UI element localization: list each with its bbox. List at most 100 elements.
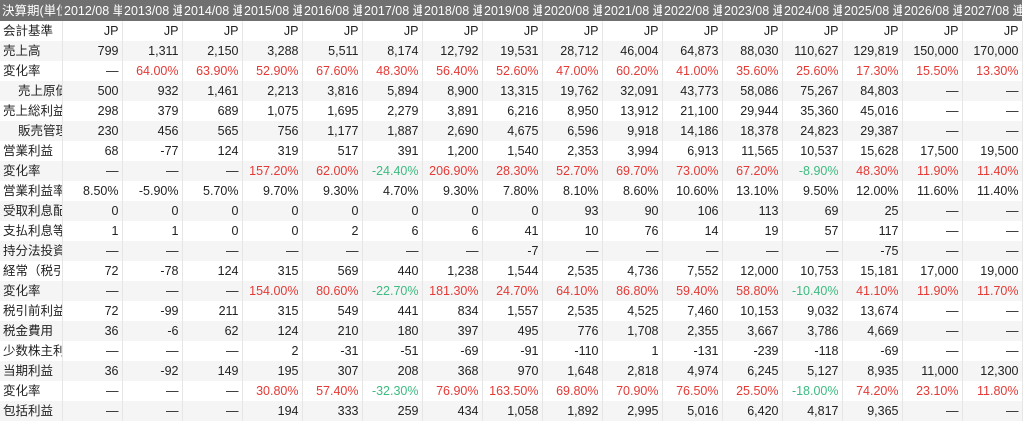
value-cell[interactable]: 315 bbox=[242, 261, 303, 281]
value-cell[interactable]: 3,288 bbox=[242, 41, 303, 61]
value-cell[interactable]: 69.80% bbox=[542, 381, 603, 401]
value-cell[interactable]: 6,420 bbox=[722, 401, 783, 421]
value-cell[interactable]: -18.00% bbox=[782, 381, 843, 401]
value-cell[interactable]: JP bbox=[542, 21, 603, 41]
value-cell[interactable]: — bbox=[902, 321, 963, 341]
value-cell[interactable]: 76 bbox=[602, 221, 663, 241]
value-cell[interactable]: 1,058 bbox=[482, 401, 543, 421]
value-cell[interactable]: 41.10% bbox=[842, 281, 903, 301]
value-cell[interactable]: — bbox=[122, 401, 183, 421]
value-cell[interactable]: 11.90% bbox=[902, 281, 963, 301]
value-cell[interactable]: 4,817 bbox=[782, 401, 843, 421]
value-cell[interactable]: 9.70% bbox=[242, 181, 303, 201]
value-cell[interactable]: 3,786 bbox=[782, 321, 843, 341]
value-cell[interactable]: 8,900 bbox=[422, 81, 483, 101]
value-cell[interactable]: 110,627 bbox=[782, 41, 843, 61]
value-cell[interactable]: 211 bbox=[182, 301, 243, 321]
value-cell[interactable]: 517 bbox=[302, 141, 363, 161]
value-cell[interactable]: 0 bbox=[62, 201, 123, 221]
value-cell[interactable]: -69 bbox=[422, 341, 483, 361]
value-cell[interactable]: 124 bbox=[182, 261, 243, 281]
value-cell[interactable]: 9,918 bbox=[602, 121, 663, 141]
value-cell[interactable]: 124 bbox=[242, 321, 303, 341]
value-cell[interactable]: 19,531 bbox=[482, 41, 543, 61]
value-cell[interactable]: 10,537 bbox=[782, 141, 843, 161]
value-cell[interactable]: — bbox=[902, 341, 963, 361]
value-cell[interactable]: 63.90% bbox=[182, 61, 243, 81]
value-cell[interactable]: 8,950 bbox=[542, 101, 603, 121]
header-period-cell[interactable]: 2021/08 連 bbox=[602, 0, 662, 21]
value-cell[interactable]: — bbox=[902, 241, 963, 261]
value-cell[interactable]: 0 bbox=[122, 201, 183, 221]
value-cell[interactable]: 0 bbox=[422, 201, 483, 221]
value-cell[interactable]: -110 bbox=[542, 341, 603, 361]
value-cell[interactable]: 170,000 bbox=[962, 41, 1023, 61]
value-cell[interactable]: 8.10% bbox=[542, 181, 603, 201]
row-label[interactable]: 売上原価 bbox=[0, 81, 63, 101]
value-cell[interactable]: 72 bbox=[62, 301, 123, 321]
value-cell[interactable]: 67.20% bbox=[722, 161, 783, 181]
value-cell[interactable]: JP bbox=[122, 21, 183, 41]
value-cell[interactable]: 5,894 bbox=[362, 81, 423, 101]
value-cell[interactable]: 12.00% bbox=[842, 181, 903, 201]
value-cell[interactable]: 0 bbox=[482, 201, 543, 221]
value-cell[interactable]: JP bbox=[302, 21, 363, 41]
row-label[interactable]: 税金費用 bbox=[0, 321, 63, 341]
value-cell[interactable]: JP bbox=[482, 21, 543, 41]
value-cell[interactable]: 6,596 bbox=[542, 121, 603, 141]
value-cell[interactable]: 2,535 bbox=[542, 261, 603, 281]
value-cell[interactable]: 28,712 bbox=[542, 41, 603, 61]
value-cell[interactable]: 307 bbox=[302, 361, 363, 381]
value-cell[interactable]: 150,000 bbox=[902, 41, 963, 61]
value-cell[interactable]: — bbox=[62, 401, 123, 421]
value-cell[interactable]: 9,032 bbox=[782, 301, 843, 321]
header-period-cell[interactable]: 2024/08 連 bbox=[782, 0, 842, 21]
value-cell[interactable]: -5.90% bbox=[122, 181, 183, 201]
value-cell[interactable]: 88,030 bbox=[722, 41, 783, 61]
value-cell[interactable]: 36 bbox=[62, 361, 123, 381]
value-cell[interactable]: 10 bbox=[542, 221, 603, 241]
value-cell[interactable]: — bbox=[902, 101, 963, 121]
value-cell[interactable]: 7.80% bbox=[482, 181, 543, 201]
value-cell[interactable]: 12,300 bbox=[962, 361, 1023, 381]
value-cell[interactable]: 799 bbox=[62, 41, 123, 61]
header-period-cell[interactable]: 2017/08 連 bbox=[362, 0, 422, 21]
value-cell[interactable]: 59.40% bbox=[662, 281, 723, 301]
value-cell[interactable]: 230 bbox=[62, 121, 123, 141]
header-period-cell[interactable]: 2023/08 連 bbox=[722, 0, 782, 21]
value-cell[interactable]: 206.90% bbox=[422, 161, 483, 181]
value-cell[interactable]: 456 bbox=[122, 121, 183, 141]
row-label[interactable]: 会計基準 bbox=[0, 21, 63, 41]
value-cell[interactable]: -77 bbox=[122, 141, 183, 161]
value-cell[interactable]: 25.50% bbox=[722, 381, 783, 401]
value-cell[interactable]: — bbox=[962, 301, 1023, 321]
value-cell[interactable]: 689 bbox=[182, 101, 243, 121]
value-cell[interactable]: JP bbox=[362, 21, 423, 41]
value-cell[interactable]: — bbox=[962, 121, 1023, 141]
value-cell[interactable]: 24.70% bbox=[482, 281, 543, 301]
value-cell[interactable]: 11.80% bbox=[962, 381, 1023, 401]
row-label[interactable]: 経常（税引 bbox=[0, 261, 63, 281]
value-cell[interactable]: — bbox=[962, 341, 1023, 361]
value-cell[interactable]: 776 bbox=[542, 321, 603, 341]
row-label[interactable]: 変化率 bbox=[0, 281, 63, 301]
value-cell[interactable]: 64,873 bbox=[662, 41, 723, 61]
value-cell[interactable]: 397 bbox=[422, 321, 483, 341]
value-cell[interactable]: 569 bbox=[302, 261, 363, 281]
value-cell[interactable]: 72 bbox=[62, 261, 123, 281]
value-cell[interactable]: -99 bbox=[122, 301, 183, 321]
value-cell[interactable]: 970 bbox=[482, 361, 543, 381]
value-cell[interactable]: 1,311 bbox=[122, 41, 183, 61]
value-cell[interactable]: 117 bbox=[842, 221, 903, 241]
value-cell[interactable]: 1,695 bbox=[302, 101, 363, 121]
value-cell[interactable]: 21,100 bbox=[662, 101, 723, 121]
value-cell[interactable]: — bbox=[182, 161, 243, 181]
header-period-cell[interactable]: 2020/08 連 bbox=[542, 0, 602, 21]
value-cell[interactable]: -31 bbox=[302, 341, 363, 361]
header-period-cell[interactable]: 2014/08 連 bbox=[182, 0, 242, 21]
value-cell[interactable]: 11.60% bbox=[902, 181, 963, 201]
value-cell[interactable]: 124 bbox=[182, 141, 243, 161]
value-cell[interactable]: 6,216 bbox=[482, 101, 543, 121]
value-cell[interactable]: JP bbox=[422, 21, 483, 41]
value-cell[interactable]: 64.00% bbox=[122, 61, 183, 81]
